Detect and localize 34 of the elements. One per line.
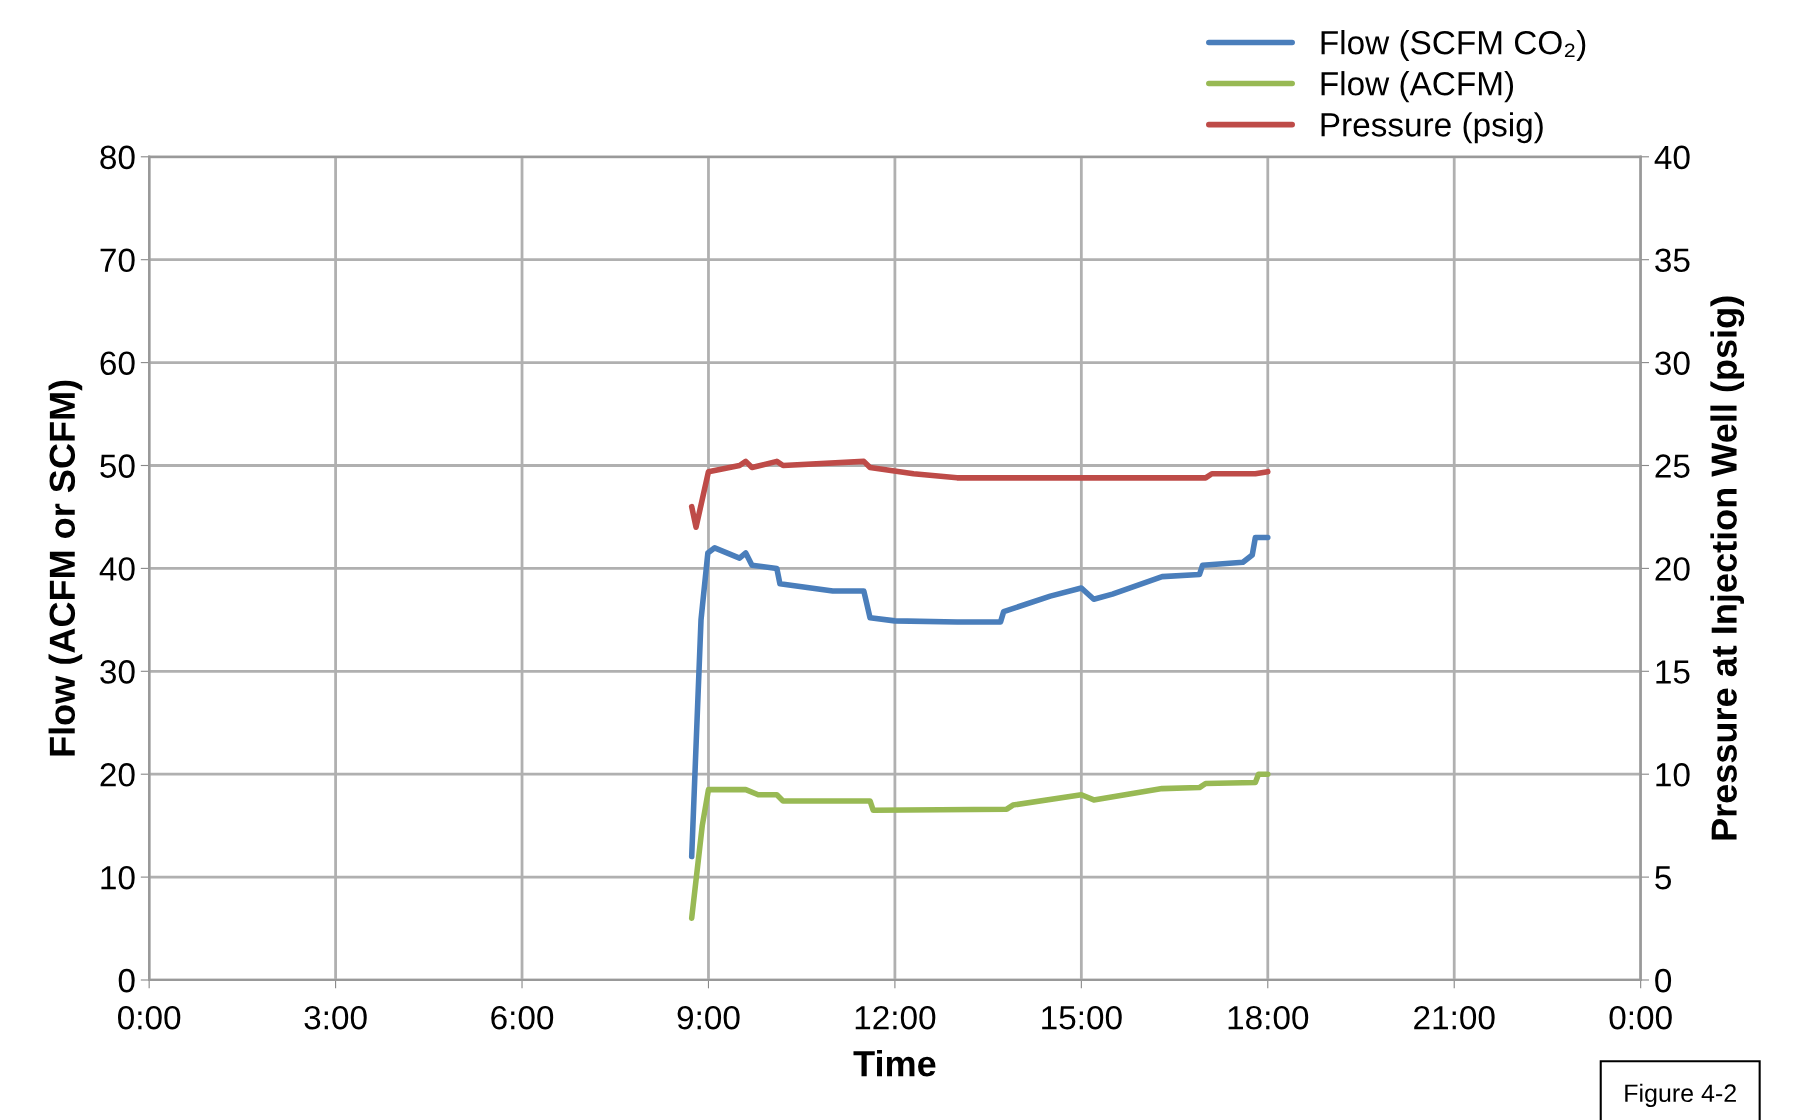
y2-tick-label: 30	[1655, 351, 1690, 376]
y-tick-label: 80	[100, 145, 135, 170]
x-tick-label: 0:00	[1609, 1005, 1672, 1030]
y-tick-label: 0	[118, 968, 135, 993]
y-axis-title: Flow (ACFM or SCFM)	[48, 380, 83, 756]
x-tick-label: 3:00	[304, 1005, 367, 1030]
legend-label: Pressure (psig)	[1321, 112, 1543, 144]
y2-tick-label: 10	[1656, 763, 1690, 787]
x-tick-label: 18:00	[1228, 1005, 1309, 1030]
y2-tick-label: 35	[1655, 248, 1690, 273]
y2-tick-label: 5	[1655, 866, 1671, 890]
x-tick-label: 9:00	[677, 1005, 740, 1030]
x-tick-label: 21:00	[1414, 1005, 1495, 1030]
x-tick-label: 12:00	[855, 1005, 936, 1030]
y2-tick-label: 25	[1655, 454, 1690, 478]
x-tick-label: 15:00	[1042, 1005, 1122, 1030]
legend-label: Flow (ACFM)	[1321, 71, 1514, 103]
y-tick-label: 20	[100, 763, 135, 787]
y2-axis-title: Pressure at Injection Well (psig)	[1710, 296, 1745, 840]
y-tick-label: 50	[100, 454, 135, 478]
caption: Figure 4-2	[1625, 1083, 1736, 1108]
x-tick-label: 0:00	[118, 1005, 181, 1030]
y-tick-label: 60	[100, 351, 135, 376]
y-tick-label: 70	[100, 248, 135, 273]
y-tick-label: 10	[101, 865, 135, 890]
x-axis-title: Time	[853, 1049, 936, 1077]
x-tick-label: 6:00	[491, 1005, 554, 1030]
y-tick-label: 40	[99, 557, 135, 581]
legend-label: Flow (SCFM CO₂)	[1321, 30, 1586, 62]
y2-tick-label: 15	[1656, 660, 1690, 684]
y2-tick-label: 40	[1654, 145, 1690, 170]
y2-tick-label: 0	[1655, 968, 1672, 993]
y2-tick-label: 20	[1655, 557, 1690, 581]
y-tick-label: 30	[100, 660, 135, 684]
